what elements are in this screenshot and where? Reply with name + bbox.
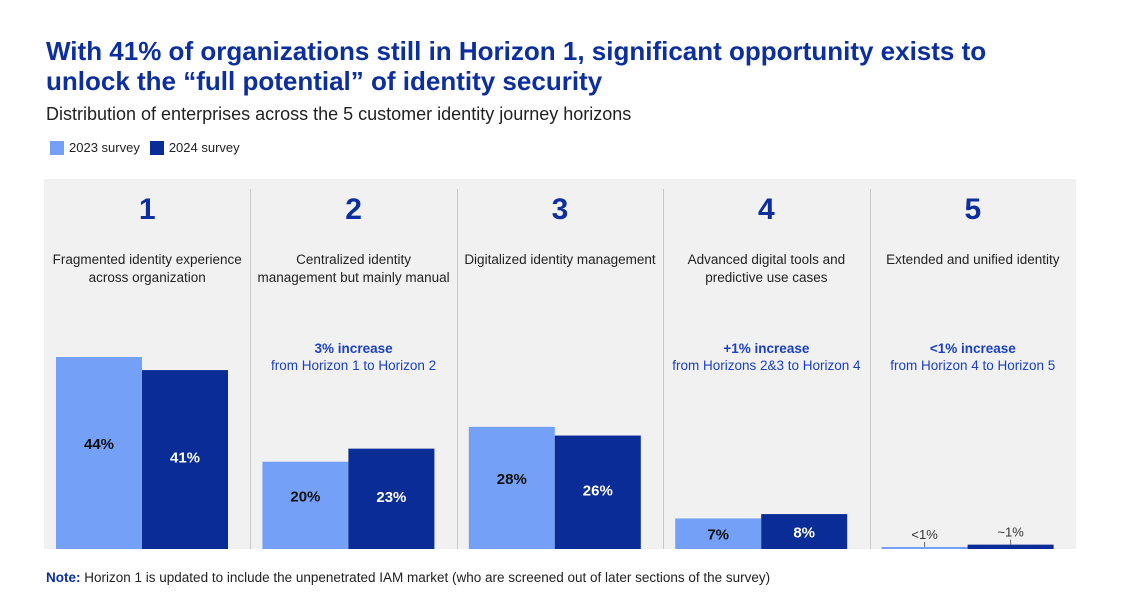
chart-subtitle: Distribution of enterprises across the 5… xyxy=(46,104,632,124)
footnote: Note: Horizon 1 is updated to include th… xyxy=(46,570,770,585)
horizon-description: Digitalized identity management xyxy=(464,252,656,267)
column-divider xyxy=(663,189,664,549)
bar-label-h3-2023: 28% xyxy=(497,471,527,488)
bar-chart: 44% 41% 20% 23% 28% 26% 7% 8% <1% ~1% xyxy=(56,357,1054,549)
bar-h3-2024 xyxy=(554,435,641,549)
horizon-description: Extended and unified identity xyxy=(886,252,1060,267)
bar-h4-2023 xyxy=(675,518,762,549)
bar-label-h5-2024: ~1% xyxy=(997,525,1024,540)
column-divider xyxy=(457,189,458,549)
change-highlight: +1% increase xyxy=(723,341,810,356)
bar-h1-2024 xyxy=(142,370,228,549)
bar-label-h4-2023: 7% xyxy=(707,527,729,544)
footnote-text: Horizon 1 is updated to include the unpe… xyxy=(80,570,771,585)
horizon-description: Centralized identity management but main… xyxy=(257,252,450,285)
horizon-column-1: 1 Fragmented identity experience across o… xyxy=(44,179,250,549)
legend-item-2024: 2024 survey xyxy=(149,140,240,155)
legend-swatch-2024 xyxy=(149,140,164,155)
horizon-change-note: +1% increase from Horizons 2&3 to Horizon… xyxy=(669,340,863,374)
horizon-change-note: <1% increase from Horizon 4 to Horizon 5 xyxy=(876,340,1070,374)
horizon-number: 1 xyxy=(138,193,156,226)
horizon-number: 5 xyxy=(964,193,982,226)
horizon-column-2: 2 Centralized identity management but mai… xyxy=(250,179,456,549)
bar-h5-2023 xyxy=(881,547,968,549)
change-text: from Horizon 1 to Horizon 2 xyxy=(271,358,437,373)
horizon-number: 4 xyxy=(758,193,775,226)
change-highlight: 3% increase xyxy=(314,341,393,356)
change-highlight: <1% increase xyxy=(929,341,1016,356)
change-text: from Horizon 4 to Horizon 5 xyxy=(890,358,1056,373)
chart-panel: 44% 41% 20% 23% 28% 26% 7% 8% <1% ~1% 1 Fragmented… xyxy=(44,179,1076,549)
bar-label-h4-2024: 8% xyxy=(793,525,815,542)
horizon-column-5: 5 Extended and unified identity <1% increa… xyxy=(870,179,1076,549)
bar-h4-2024 xyxy=(761,514,848,549)
legend-label-2023: 2023 survey xyxy=(69,140,140,155)
column-divider xyxy=(250,189,251,549)
footnote-label: Note: xyxy=(46,570,81,585)
change-text: from Horizons 2&3 to Horizon 4 xyxy=(672,358,861,373)
bar-h5-2024 xyxy=(967,544,1054,549)
horizon-number: 3 xyxy=(551,193,569,226)
horizon-column-3: 3 Digitalized identity management xyxy=(457,179,663,549)
bar-label-h2-2023: 20% xyxy=(290,488,320,505)
bar-label-h5-2023: <1% xyxy=(911,527,938,542)
bar-h1-2023 xyxy=(56,357,142,549)
bar-h2-2024 xyxy=(348,448,435,549)
horizon-number: 2 xyxy=(345,193,362,226)
horizon-change-note: 3% increase from Horizon 1 to Horizon 2 xyxy=(256,340,450,374)
bar-h2-2023 xyxy=(262,461,349,549)
legend-item-2023: 2023 survey xyxy=(50,140,140,155)
column-divider xyxy=(870,189,871,549)
chart-title: With 41% of organizations still in Horiz… xyxy=(46,36,987,96)
bar-h3-2023 xyxy=(468,426,555,549)
bar-label-h1-2024: 41% xyxy=(170,450,200,467)
bar-label-h1-2023: 44% xyxy=(84,436,114,453)
horizon-column-4: 4 Advanced digital tools and predictive u… xyxy=(663,179,869,549)
bar-label-h2-2024: 23% xyxy=(376,489,406,506)
legend-label-2024: 2024 survey xyxy=(168,140,240,155)
horizon-description: Fragmented identity experience across or… xyxy=(52,252,242,285)
legend-swatch-2023 xyxy=(50,140,64,155)
horizon-description: Advanced digital tools and predictive us… xyxy=(687,252,846,285)
legend: 2023 survey 2024 survey xyxy=(50,140,250,155)
bar-label-h3-2024: 26% xyxy=(583,482,613,499)
